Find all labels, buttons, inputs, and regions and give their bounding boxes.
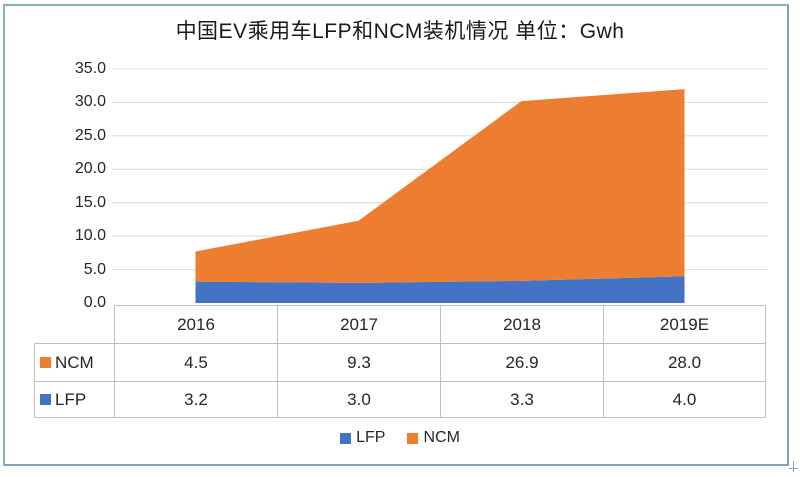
table-value-cell: 26.9 [440,343,603,381]
y-tick-label: 5.0 [83,260,106,278]
data-table: 2016 2017 2018 2019E NCM 4.5 9.3 26.9 28.0 LFP 3.2… [34,305,766,418]
table-value-cell: 9.3 [277,343,440,381]
table-series-label: NCM [55,352,94,372]
x-category-label: 2017 [277,305,440,343]
y-tick-label: 20.0 [74,160,106,178]
table-value-cell: 4.0 [603,381,766,418]
table-value-cell: 3.3 [440,381,603,418]
legend-swatch-ncm [407,432,419,444]
table-value-cell: 3.2 [114,381,277,418]
series-color-swatch [40,394,51,405]
series-color-swatch [40,357,51,368]
area-series-ncm [195,89,685,283]
legend-swatch-lfp [340,432,352,444]
table-series-key-lfp: LFP [34,381,114,418]
y-tick-label: 10.0 [74,227,106,245]
corner-artifact-mark [789,461,798,474]
y-tick-label: 35.0 [74,60,106,77]
legend-item-ncm: NCM [407,429,460,447]
area-series-lfp [195,276,685,303]
table-value-cell: 3.0 [277,381,440,418]
y-tick-label: 15.0 [74,193,106,211]
x-category-label: 2016 [114,305,277,343]
x-category-label: 2019E [603,305,766,343]
legend-label: LFP [356,429,386,446]
y-tick-label: 25.0 [74,126,106,144]
table-corner-cell [34,305,114,343]
y-tick-label: 30.0 [74,93,106,111]
table-value-cell: 4.5 [114,343,277,381]
table-value-cell: 28.0 [603,343,766,381]
legend-label: NCM [423,429,460,446]
x-category-label: 2018 [440,305,603,343]
chart-legend: LFP NCM [0,429,800,447]
chart-title: 中国EV乘用车LFP和NCM装机情况 单位：Gwh [175,20,625,43]
legend-item-lfp: LFP [340,429,385,447]
table-series-key-ncm: NCM [34,343,114,381]
y-tick-label: 0.0 [83,294,106,311]
table-series-label: LFP [55,389,87,409]
